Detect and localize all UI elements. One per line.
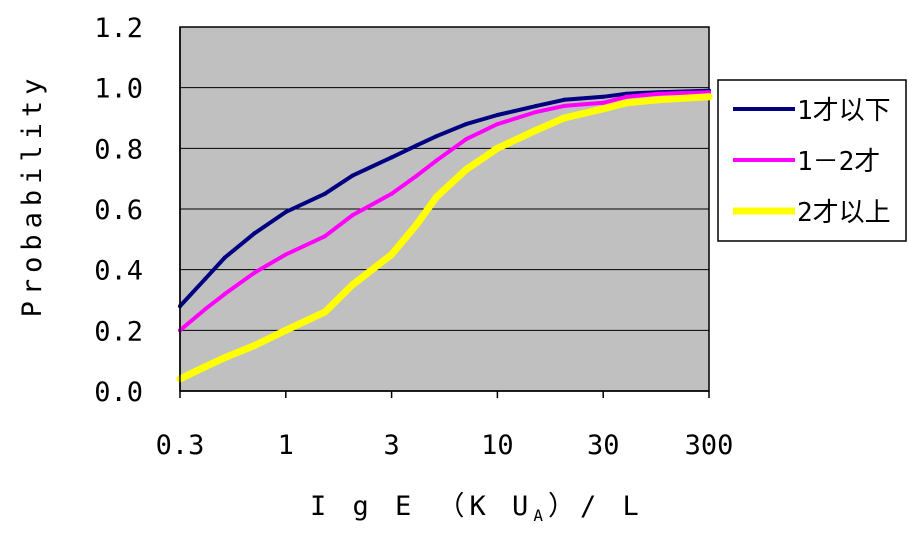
y-tick-label: 0.4 — [94, 256, 143, 287]
series-point — [203, 276, 208, 281]
x-axis-title: I g E （K UA）/ L — [310, 491, 644, 525]
series-point — [252, 231, 257, 236]
series-point — [493, 144, 501, 152]
series-point — [388, 251, 396, 258]
x-axis-title-tail: ）/ L — [548, 491, 644, 522]
x-tick-label: 3 — [383, 430, 399, 461]
series-point — [203, 307, 208, 312]
series-point — [321, 308, 329, 316]
x-tick-label: 0.3 — [156, 430, 205, 461]
series-line — [178, 88, 711, 309]
grid-lines — [180, 87, 709, 331]
series-point — [322, 191, 327, 196]
series-point — [349, 281, 357, 289]
series-point — [562, 103, 567, 108]
x-tick-labels: 0.3 1 3 10 30 300 — [156, 391, 734, 461]
series-point — [201, 363, 209, 371]
series-point — [283, 210, 288, 215]
series-point — [389, 191, 394, 196]
series-point — [282, 326, 290, 334]
series-point — [350, 173, 355, 178]
y-axis-title: Probability — [17, 73, 48, 318]
series-point — [534, 103, 539, 108]
series-point — [464, 122, 469, 127]
series-point — [350, 213, 355, 218]
series-point — [414, 173, 419, 178]
series-line — [178, 90, 711, 333]
series-point — [414, 143, 419, 148]
series-line — [176, 93, 713, 383]
legend-label: 1－2才 — [797, 147, 880, 177]
series-point — [599, 105, 607, 113]
y-tick-label: 0.2 — [94, 316, 143, 347]
series-point — [655, 96, 663, 104]
series-point — [222, 291, 227, 296]
y-tick-label: 0.8 — [94, 134, 143, 165]
x-tick-label: 30 — [587, 430, 620, 461]
y-tick-label: 0.6 — [94, 195, 143, 226]
x-tick-label: 300 — [685, 430, 734, 461]
legend: 1才以下 1－2才 2才以上 — [717, 79, 907, 242]
series-point — [434, 134, 439, 139]
series-point — [707, 90, 711, 95]
series-point — [322, 234, 327, 239]
series-point — [462, 166, 470, 174]
series-point — [413, 220, 421, 228]
series-point — [495, 122, 500, 127]
series-point — [434, 158, 439, 163]
series-point — [252, 270, 257, 275]
series-point — [560, 114, 568, 122]
series-point — [601, 100, 606, 105]
y-tick-label: 1.0 — [94, 74, 143, 105]
x-axis-title-main: I g E （K U — [310, 491, 533, 522]
series-point — [222, 255, 227, 260]
x-tick-label: 1 — [278, 430, 294, 461]
series-point — [562, 97, 567, 102]
y-tick-label: 0.0 — [94, 377, 143, 408]
series-point — [221, 354, 229, 362]
y-tick-labels: 0.0 0.2 0.4 0.6 0.8 1.0 1.2 — [94, 13, 143, 408]
x-tick-label: 10 — [481, 430, 514, 461]
series-point — [532, 126, 540, 134]
series-point — [432, 193, 440, 201]
series-point — [283, 252, 288, 257]
series-point — [623, 99, 631, 107]
series-point — [464, 137, 469, 142]
x-axis-title-subscript: A — [533, 506, 548, 525]
series-point — [624, 94, 629, 99]
series-point — [534, 109, 539, 114]
series-point — [250, 342, 258, 349]
legend-label: 2才以上 — [797, 198, 891, 228]
series-point — [601, 94, 606, 99]
series-lines — [176, 88, 713, 383]
series-point — [705, 93, 713, 101]
series-point — [389, 155, 394, 160]
legend-label: 1才以下 — [797, 96, 891, 126]
series-point — [656, 91, 661, 96]
y-tick-label: 1.2 — [94, 13, 143, 44]
series-point — [495, 112, 500, 117]
